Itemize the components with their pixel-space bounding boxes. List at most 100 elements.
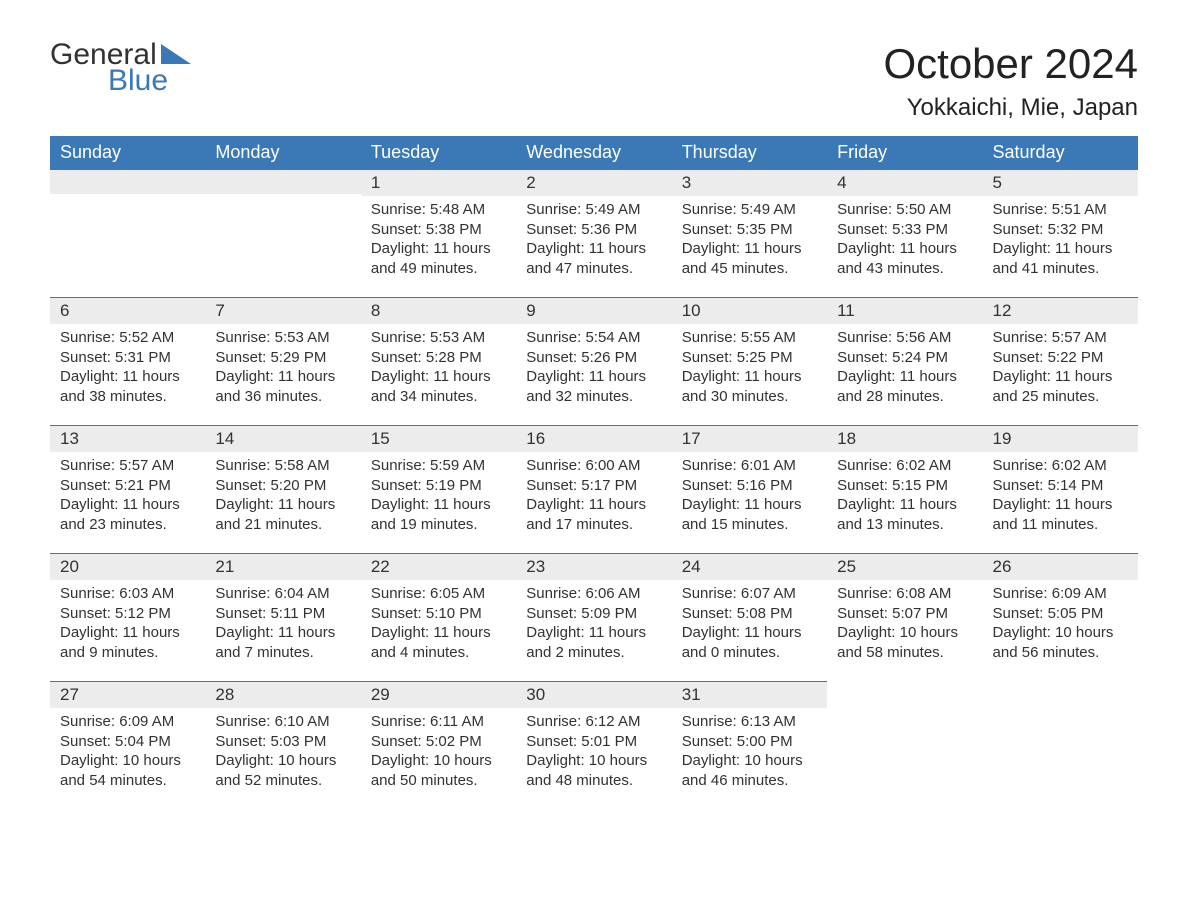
daylight-line-1: Daylight: 10 hours (60, 751, 195, 771)
calendar-cell: 6Sunrise: 5:52 AMSunset: 5:31 PMDaylight… (50, 297, 205, 425)
sunrise-line: Sunrise: 6:06 AM (526, 584, 661, 604)
calendar-cell: 22Sunrise: 6:05 AMSunset: 5:10 PMDayligh… (361, 553, 516, 681)
sunset-line: Sunset: 5:31 PM (60, 348, 195, 368)
sunset-line: Sunset: 5:25 PM (682, 348, 817, 368)
daylight-line-2: and 45 minutes. (682, 259, 817, 279)
calendar-cell: 29Sunrise: 6:11 AMSunset: 5:02 PMDayligh… (361, 681, 516, 809)
sunrise-line: Sunrise: 5:57 AM (60, 456, 195, 476)
sunrise-line: Sunrise: 6:04 AM (215, 584, 350, 604)
sunrise-line: Sunrise: 5:59 AM (371, 456, 506, 476)
daylight-line-2: and 4 minutes. (371, 643, 506, 663)
sunrise-line: Sunrise: 6:05 AM (371, 584, 506, 604)
day-number: 31 (672, 681, 827, 708)
calendar-row: 13Sunrise: 5:57 AMSunset: 5:21 PMDayligh… (50, 425, 1138, 553)
daylight-line-1: Daylight: 11 hours (371, 239, 506, 259)
day-number: 2 (516, 169, 671, 196)
calendar-cell (205, 169, 360, 297)
day-content: Sunrise: 6:07 AMSunset: 5:08 PMDaylight:… (672, 580, 827, 668)
day-content: Sunrise: 6:02 AMSunset: 5:14 PMDaylight:… (983, 452, 1138, 540)
sunset-line: Sunset: 5:26 PM (526, 348, 661, 368)
sunrise-line: Sunrise: 5:57 AM (993, 328, 1128, 348)
sunset-line: Sunset: 5:15 PM (837, 476, 972, 496)
calendar-cell: 4Sunrise: 5:50 AMSunset: 5:33 PMDaylight… (827, 169, 982, 297)
daylight-line-2: and 52 minutes. (215, 771, 350, 791)
daylight-line-2: and 19 minutes. (371, 515, 506, 535)
sunset-line: Sunset: 5:21 PM (60, 476, 195, 496)
day-number: 13 (50, 425, 205, 452)
daylight-line-1: Daylight: 11 hours (371, 495, 506, 515)
sunrise-line: Sunrise: 5:51 AM (993, 200, 1128, 220)
calendar-cell: 14Sunrise: 5:58 AMSunset: 5:20 PMDayligh… (205, 425, 360, 553)
sunrise-line: Sunrise: 6:02 AM (837, 456, 972, 476)
sunrise-line: Sunrise: 6:09 AM (60, 712, 195, 732)
daylight-line-1: Daylight: 10 hours (215, 751, 350, 771)
sunrise-line: Sunrise: 5:56 AM (837, 328, 972, 348)
day-number: 9 (516, 297, 671, 324)
daylight-line-2: and 50 minutes. (371, 771, 506, 791)
calendar-cell: 27Sunrise: 6:09 AMSunset: 5:04 PMDayligh… (50, 681, 205, 809)
calendar-cell: 28Sunrise: 6:10 AMSunset: 5:03 PMDayligh… (205, 681, 360, 809)
sunset-line: Sunset: 5:19 PM (371, 476, 506, 496)
sunrise-line: Sunrise: 5:50 AM (837, 200, 972, 220)
calendar-cell: 31Sunrise: 6:13 AMSunset: 5:00 PMDayligh… (672, 681, 827, 809)
daylight-line-1: Daylight: 11 hours (60, 367, 195, 387)
calendar-cell: 7Sunrise: 5:53 AMSunset: 5:29 PMDaylight… (205, 297, 360, 425)
sunset-line: Sunset: 5:20 PM (215, 476, 350, 496)
daylight-line-1: Daylight: 10 hours (682, 751, 817, 771)
logo-text-bottom: Blue (108, 66, 168, 96)
day-content: Sunrise: 5:50 AMSunset: 5:33 PMDaylight:… (827, 196, 982, 284)
calendar-cell: 19Sunrise: 6:02 AMSunset: 5:14 PMDayligh… (983, 425, 1138, 553)
daylight-line-1: Daylight: 11 hours (526, 367, 661, 387)
day-content: Sunrise: 6:08 AMSunset: 5:07 PMDaylight:… (827, 580, 982, 668)
daylight-line-2: and 34 minutes. (371, 387, 506, 407)
day-content: Sunrise: 5:48 AMSunset: 5:38 PMDaylight:… (361, 196, 516, 284)
sunrise-line: Sunrise: 6:09 AM (993, 584, 1128, 604)
day-number: 5 (983, 169, 1138, 196)
sunrise-line: Sunrise: 6:01 AM (682, 456, 817, 476)
sunset-line: Sunset: 5:09 PM (526, 604, 661, 624)
day-content: Sunrise: 6:02 AMSunset: 5:15 PMDaylight:… (827, 452, 982, 540)
sunrise-line: Sunrise: 6:02 AM (993, 456, 1128, 476)
calendar-cell: 16Sunrise: 6:00 AMSunset: 5:17 PMDayligh… (516, 425, 671, 553)
calendar-table: SundayMondayTuesdayWednesdayThursdayFrid… (50, 136, 1138, 809)
calendar-cell: 3Sunrise: 5:49 AMSunset: 5:35 PMDaylight… (672, 169, 827, 297)
day-number: 20 (50, 553, 205, 580)
daylight-line-1: Daylight: 11 hours (837, 239, 972, 259)
daylight-line-1: Daylight: 10 hours (993, 623, 1128, 643)
daylight-line-2: and 21 minutes. (215, 515, 350, 535)
sunset-line: Sunset: 5:32 PM (993, 220, 1128, 240)
daylight-line-2: and 46 minutes. (682, 771, 817, 791)
sunset-line: Sunset: 5:35 PM (682, 220, 817, 240)
calendar-cell: 24Sunrise: 6:07 AMSunset: 5:08 PMDayligh… (672, 553, 827, 681)
calendar-cell: 23Sunrise: 6:06 AMSunset: 5:09 PMDayligh… (516, 553, 671, 681)
sunset-line: Sunset: 5:02 PM (371, 732, 506, 752)
day-content: Sunrise: 6:06 AMSunset: 5:09 PMDaylight:… (516, 580, 671, 668)
daylight-line-2: and 36 minutes. (215, 387, 350, 407)
day-number: 27 (50, 681, 205, 708)
daylight-line-1: Daylight: 11 hours (993, 239, 1128, 259)
day-number: 3 (672, 169, 827, 196)
daylight-line-2: and 56 minutes. (993, 643, 1128, 663)
calendar-cell: 21Sunrise: 6:04 AMSunset: 5:11 PMDayligh… (205, 553, 360, 681)
calendar-cell: 8Sunrise: 5:53 AMSunset: 5:28 PMDaylight… (361, 297, 516, 425)
sunrise-line: Sunrise: 5:53 AM (371, 328, 506, 348)
day-content: Sunrise: 6:10 AMSunset: 5:03 PMDaylight:… (205, 708, 360, 796)
daylight-line-1: Daylight: 11 hours (682, 239, 817, 259)
daylight-line-2: and 54 minutes. (60, 771, 195, 791)
daylight-line-2: and 32 minutes. (526, 387, 661, 407)
day-number: 15 (361, 425, 516, 452)
day-number: 10 (672, 297, 827, 324)
sunrise-line: Sunrise: 6:07 AM (682, 584, 817, 604)
daylight-line-1: Daylight: 11 hours (526, 623, 661, 643)
daylight-line-2: and 47 minutes. (526, 259, 661, 279)
daylight-line-1: Daylight: 11 hours (682, 367, 817, 387)
sunset-line: Sunset: 5:10 PM (371, 604, 506, 624)
daylight-line-1: Daylight: 11 hours (526, 239, 661, 259)
day-content: Sunrise: 6:01 AMSunset: 5:16 PMDaylight:… (672, 452, 827, 540)
day-content: Sunrise: 6:04 AMSunset: 5:11 PMDaylight:… (205, 580, 360, 668)
weekday-header: Thursday (672, 136, 827, 169)
calendar-header-row: SundayMondayTuesdayWednesdayThursdayFrid… (50, 136, 1138, 169)
day-number: 8 (361, 297, 516, 324)
empty-daynum-bar (50, 169, 205, 194)
daylight-line-1: Daylight: 11 hours (60, 495, 195, 515)
